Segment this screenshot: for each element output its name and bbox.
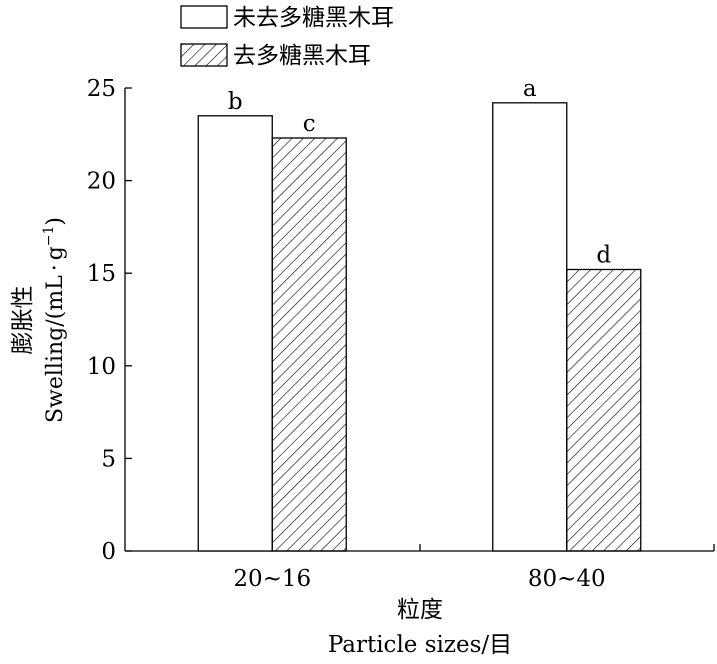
y-tick-label: 10 xyxy=(87,354,116,380)
legend-swatch-series-2 xyxy=(180,43,228,67)
bar-significance-label: d xyxy=(596,242,611,268)
bar-series-1-80~40 xyxy=(492,102,568,552)
x-axis-title-en: Particle sizes/目 xyxy=(328,632,512,658)
x-tick-label: 20~16 xyxy=(233,566,311,592)
x-axis-title-cn: 粒度 xyxy=(397,597,443,623)
bar-significance-label: a xyxy=(523,76,537,102)
x-tick-labels: 20~16 80~40 xyxy=(233,566,605,592)
y-tick-label: 20 xyxy=(87,169,116,195)
legend-swatch-series-1 xyxy=(180,5,228,29)
bar-series-2-80~40 xyxy=(566,268,642,552)
y-axis-title: 膨胀性 Swelling/(mL·g−1) xyxy=(10,217,68,423)
y-axis-title-cn: 膨胀性 xyxy=(10,286,36,355)
legend-label-series-2: 去多糖黑木耳 xyxy=(233,43,371,69)
y-axis-title-en: Swelling/(mL·g−1) xyxy=(41,217,68,423)
y-tick-label: 5 xyxy=(101,446,116,472)
bar-series-1-20~16 xyxy=(197,115,273,552)
y-tick-label: 15 xyxy=(87,261,116,287)
x-tick-label: 80~40 xyxy=(528,566,606,592)
y-tick-label: 0 xyxy=(101,539,116,565)
y-ticks: 0 5 10 15 20 25 xyxy=(87,76,132,565)
y-tick-label: 25 xyxy=(87,76,116,102)
legend-label-series-1: 未去多糖黑木耳 xyxy=(233,5,394,31)
bar-significance-label: c xyxy=(303,111,316,137)
bar-significance-label: b xyxy=(228,89,243,115)
legend: 未去多糖黑木耳 去多糖黑木耳 xyxy=(180,5,394,69)
bar-series-2-20~16 xyxy=(271,137,347,552)
bars: b c a d xyxy=(197,76,642,552)
